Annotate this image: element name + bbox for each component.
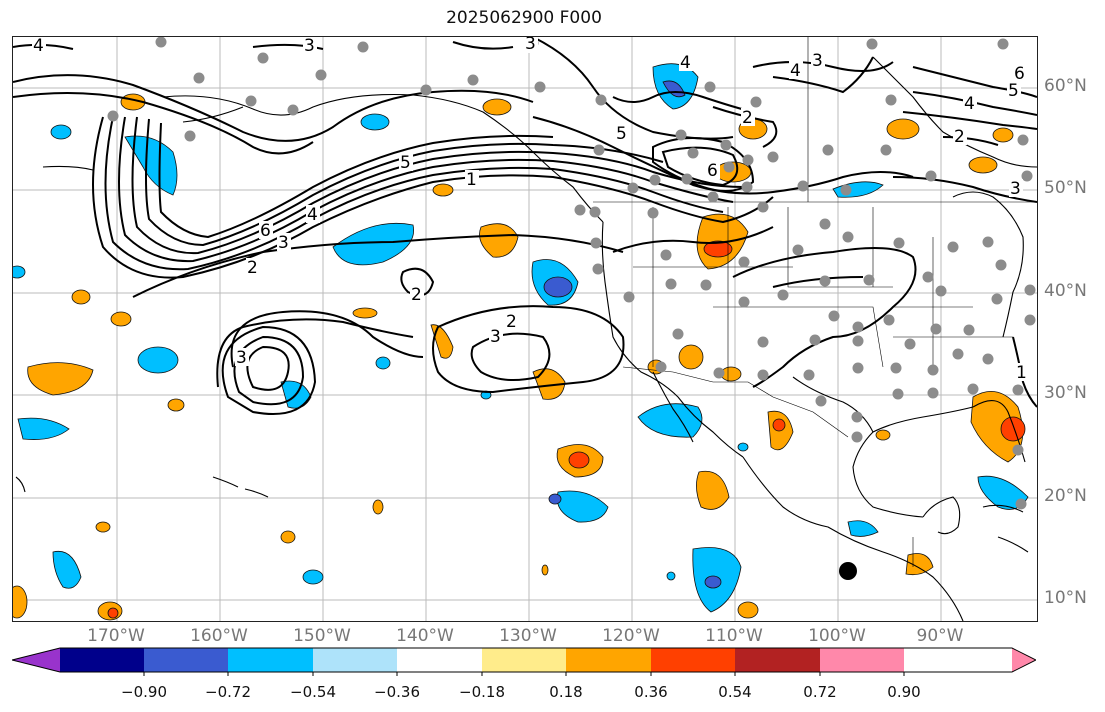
contour-label: 3 [278,233,289,253]
contour-label: 6 [1014,64,1025,84]
contour-label: 4 [33,37,44,56]
contour-label: 3 [304,37,315,56]
contour-label: 4 [964,94,975,114]
contour-label: 6 [260,221,271,241]
colorbar-tick-label: −0.54 [290,683,336,701]
contour-label: 3 [490,327,501,347]
map-title: 2025062900 F000 [446,8,602,28]
map-panel: 4 3 3 4 4 3 6 5 4 2 2 5 6 3 [12,36,1038,622]
graticule-lines [13,37,1037,621]
colorbar-cell [313,648,397,672]
station-markers [107,37,1036,510]
colorbar-cell [820,648,904,672]
colorbar-tick-label: −0.36 [374,683,420,701]
contour-label: 3 [525,37,536,54]
lon-tick-label: 120°W [602,626,660,646]
contour-label: 5 [1008,81,1019,101]
lon-tick-label: 170°W [87,626,145,646]
contour-label: 3 [236,348,247,368]
contour-label: 4 [680,53,691,73]
lon-tick-label: 110°W [705,626,763,646]
lat-tick-label: 20°N [1044,486,1087,506]
colorbar-cell [397,648,482,672]
colorbar-tick-label: 0.36 [634,683,668,701]
colorbar-tick-label: 0.90 [887,683,921,701]
lat-tick-label: 60°N [1044,76,1087,96]
lon-tick-label: 140°W [396,626,454,646]
contour-label: 3 [812,51,823,71]
tropical-cyclone-marker [839,562,857,580]
colorbar-extend-high [1012,648,1036,672]
contour-label: 1 [466,170,477,190]
colorbar-tick-label: −0.72 [205,683,251,701]
contour-label: 3 [1010,179,1021,199]
lon-tick-label: 90°W [916,626,964,646]
colorbar-tick-label: 0.72 [803,683,837,701]
colorbar-cell [482,648,566,672]
map-svg: 4 3 3 4 4 3 6 5 4 2 2 5 6 3 [13,37,1037,621]
contour-label: 4 [790,61,801,81]
contour-label: 2 [411,285,422,305]
colorbar-cell [735,648,820,672]
colorbar-tick-label: 0.54 [718,683,752,701]
colorbar-tick-label: −0.18 [459,683,505,701]
lat-tick-label: 50°N [1044,178,1087,198]
lat-tick-label: 30°N [1044,383,1087,403]
contour-label: 2 [247,258,258,278]
colorbar [12,647,1036,676]
colorbar-cell [566,648,651,672]
political-borders [593,37,1037,567]
lon-tick-label: 150°W [293,626,351,646]
lat-tick-label: 10°N [1044,588,1087,608]
lon-tick-label: 160°W [190,626,248,646]
contour-label: 2 [742,108,753,128]
colorbar-cell [228,648,313,672]
colorbar-tick-label: −0.90 [121,683,167,701]
colorbar-tick-label: 0.18 [549,683,583,701]
contour-label: 2 [506,312,517,332]
lon-tick-label: 130°W [499,626,557,646]
lon-tick-label: 100°W [808,626,866,646]
contour-label: 4 [307,205,318,225]
colorbar-cell [60,648,144,672]
colorbar-cell [651,648,735,672]
contour-label: 6 [707,161,718,181]
coastlines [15,56,1037,621]
contour-label: 2 [954,127,965,147]
contour-label: 5 [616,124,627,144]
lat-tick-label: 40°N [1044,281,1087,301]
contour-value-labels: 4 3 3 4 4 3 6 5 4 2 2 5 6 3 [32,37,1029,383]
contour-label: 1 [1016,363,1027,383]
contour-label: 5 [400,153,411,173]
colorbar-extend-low [12,648,60,672]
shaded-anomaly-areas [13,63,1029,621]
colorbar-cell [144,648,228,672]
